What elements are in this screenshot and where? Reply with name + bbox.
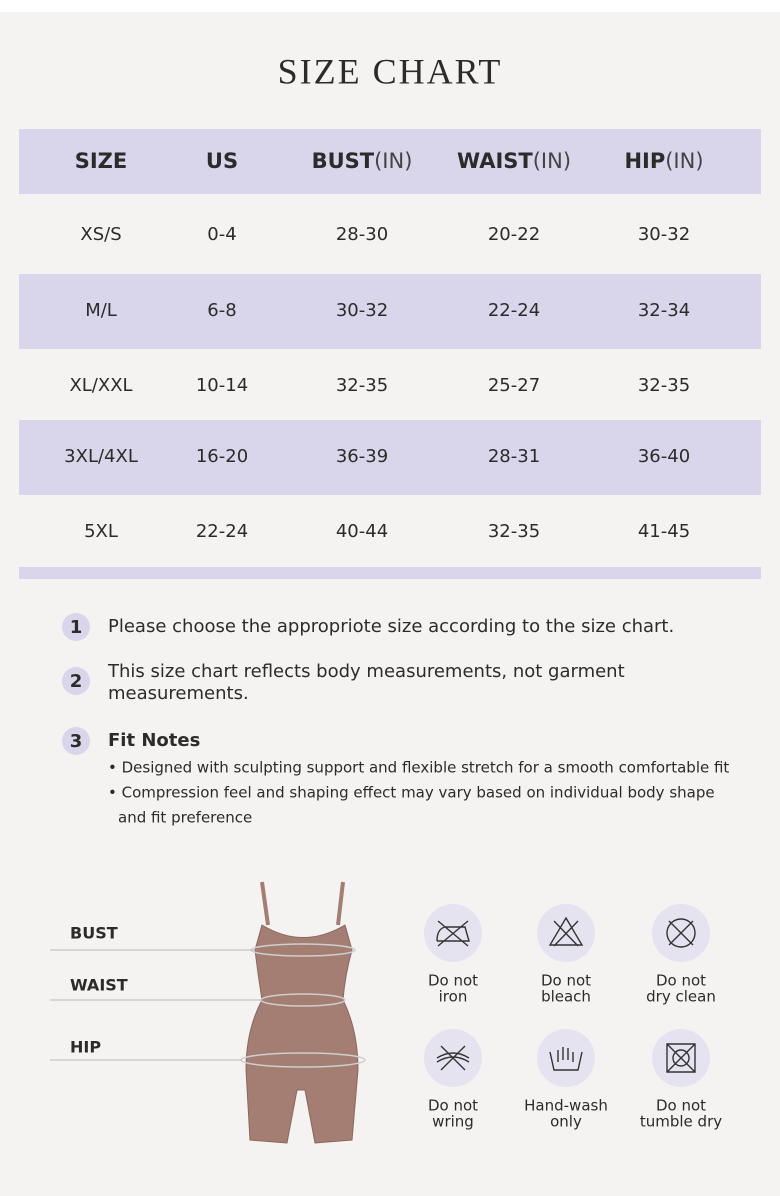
note-number: 1 — [70, 617, 83, 638]
header-cell: WAIST(IN) — [457, 149, 571, 173]
note-bullet: • Compression feel and shaping effect ma… — [108, 784, 715, 802]
table-cell: 32-35 — [488, 521, 540, 542]
table-cell: 36-40 — [638, 446, 690, 467]
header-unit: (IN) — [665, 149, 703, 173]
header-unit: (IN) — [533, 149, 571, 173]
table-cell: 41-45 — [638, 521, 690, 542]
header-label: SIZE — [75, 149, 128, 173]
note-text: measurements. — [108, 683, 249, 704]
care-label: only — [550, 1113, 582, 1131]
table-cell: 25-27 — [488, 375, 540, 396]
care-label: iron — [439, 988, 468, 1006]
table-cell: 3XL/4XL — [64, 446, 138, 467]
measure-label: BUST — [70, 924, 118, 943]
note-bullet: and fit preference — [118, 809, 252, 827]
table-cell: XL/XXL — [69, 375, 132, 396]
title: SIZE CHART — [278, 51, 503, 91]
care-label: dry clean — [646, 988, 716, 1006]
table-cell: 0-4 — [207, 224, 236, 245]
table-cell: 32-34 — [638, 300, 690, 321]
header-cell: US — [206, 149, 238, 173]
table-cell: 32-35 — [336, 375, 388, 396]
header-label: BUST — [312, 149, 375, 173]
table-cell: 30-32 — [638, 224, 690, 245]
note-text: Please choose the appropriote size accor… — [108, 616, 674, 637]
care-icon — [436, 1045, 470, 1071]
table-cell: 30-32 — [336, 300, 388, 321]
note-badge — [62, 613, 90, 641]
care-icon — [666, 1043, 696, 1073]
note-badge — [62, 727, 90, 755]
care-label: Do not — [541, 972, 591, 990]
table-cell: 10-14 — [196, 375, 248, 396]
care-symbol — [436, 920, 470, 947]
background — [0, 12, 780, 1196]
row-bg — [19, 274, 761, 349]
table-cell: 36-39 — [336, 446, 388, 467]
care-symbol — [548, 916, 584, 947]
care-symbol — [436, 1045, 470, 1071]
table-cell: 5XL — [84, 521, 118, 542]
care-label: Do not — [428, 1097, 478, 1115]
header-bg — [19, 129, 761, 194]
row-bg — [19, 420, 761, 495]
header-label: WAIST — [457, 149, 533, 173]
header-label: HIP — [624, 149, 665, 173]
measure-lines — [50, 949, 262, 1061]
table-cell: 32-35 — [638, 375, 690, 396]
care-label: tumble dry — [640, 1113, 722, 1131]
table-cell: 22-24 — [488, 300, 540, 321]
header-cell: HIP(IN) — [624, 149, 703, 173]
note-text: This size chart reflects body measuremen… — [107, 661, 625, 682]
care-label: Hand-wash — [524, 1097, 608, 1115]
table-cell: 16-20 — [196, 446, 248, 467]
note-number: 3 — [70, 731, 83, 752]
care-symbol — [666, 1043, 696, 1073]
care-icon — [666, 918, 696, 948]
note-number: 2 — [70, 671, 83, 692]
table-cell: XS/S — [80, 224, 121, 245]
care-symbol — [549, 1047, 583, 1071]
care-symbol — [666, 918, 696, 948]
table-cell: 28-31 — [488, 446, 540, 467]
note-bullet: • Designed with sculpting support and fl… — [108, 759, 729, 777]
care-label: Do not — [656, 972, 706, 990]
care-label: bleach — [541, 988, 591, 1006]
header-cell: BUST(IN) — [312, 149, 413, 173]
table-cell: 6-8 — [207, 300, 236, 321]
measure-label: HIP — [70, 1038, 101, 1057]
table-cell: 20-22 — [488, 224, 540, 245]
header-cell: SIZE — [75, 149, 128, 173]
garment — [240, 881, 366, 1144]
table-cell: 40-44 — [336, 521, 388, 542]
care-icon — [548, 916, 584, 947]
care-icon — [436, 920, 470, 947]
table-bottom-bar — [19, 567, 761, 579]
care-label: wring — [432, 1113, 474, 1131]
table-cell: M/L — [85, 300, 117, 321]
table-cell: 28-30 — [336, 224, 388, 245]
care-label: Do not — [656, 1097, 706, 1115]
care-icon-bg — [537, 1029, 595, 1087]
care-label: Do not — [428, 972, 478, 990]
header-unit: (IN) — [374, 149, 412, 173]
header-label: US — [206, 149, 238, 173]
note-badge — [62, 667, 90, 695]
note-title: Fit Notes — [108, 730, 200, 751]
care-icon — [549, 1047, 583, 1071]
measure-label: WAIST — [70, 976, 128, 995]
table-cell: 22-24 — [196, 521, 248, 542]
